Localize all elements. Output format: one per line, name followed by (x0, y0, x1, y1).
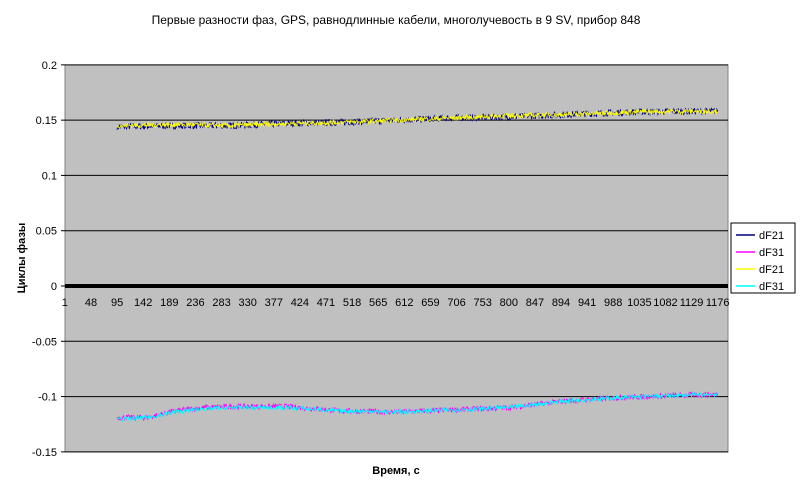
x-tick-label: 753 (473, 297, 491, 309)
x-tick-label: 941 (578, 297, 596, 309)
y-axis-label: Циклы фазы (16, 223, 28, 294)
x-tick-label: 1176 (706, 297, 730, 309)
x-tick-label: 95 (111, 297, 123, 309)
series-line-df31-3 (117, 391, 718, 422)
series-line-df21-2 (116, 108, 719, 129)
x-tick-label: 1129 (680, 297, 704, 309)
x-tick-label: 142 (134, 297, 152, 309)
x-tick-label: 847 (526, 297, 544, 309)
x-tick-label: 988 (604, 297, 622, 309)
x-tick-label: 1 (62, 297, 68, 309)
legend-label: dF21 (759, 264, 784, 276)
x-tick-label: 1082 (653, 297, 677, 309)
x-tick-label: 706 (447, 297, 465, 309)
y-tick-label: 0.1 (42, 170, 57, 182)
x-tick-label: 189 (160, 297, 178, 309)
y-tick-label: 0.2 (42, 60, 57, 72)
y-tick-label: -0.05 (32, 336, 57, 348)
x-tick-label: 48 (85, 297, 97, 309)
x-tick-label: 424 (291, 297, 309, 309)
x-tick-label: 471 (317, 297, 335, 309)
legend: dF21 dF31 dF21 dF31 (730, 222, 796, 294)
legend-label: dF31 (759, 281, 784, 293)
x-tick-label: 330 (238, 297, 256, 309)
plot-area (64, 64, 729, 453)
x-tick-label: 283 (212, 297, 230, 309)
x-tick-label: 894 (552, 297, 570, 309)
y-tick-label: 0.05 (36, 226, 57, 238)
legend-label: dF31 (759, 247, 784, 259)
x-tick-label: 236 (186, 297, 204, 309)
x-tick-label: 659 (421, 297, 439, 309)
legend-label: dF21 (759, 230, 784, 242)
x-tick-label: 377 (265, 297, 283, 309)
x-tick-label: 565 (369, 297, 387, 309)
x-tick-label: 612 (395, 297, 413, 309)
x-axis-label: Время, с (372, 465, 419, 477)
x-tick-label: 1035 (627, 297, 651, 309)
x-tick-label: 800 (500, 297, 518, 309)
y-tick-label: -0.1 (38, 392, 57, 404)
y-tick-label: 0 (51, 281, 57, 293)
x-tick-label: 518 (343, 297, 361, 309)
y-tick-label: -0.15 (32, 447, 57, 459)
chart-title: Первые разности фаз, GPS, равнодлинные к… (152, 13, 641, 27)
y-tick-label: 0.15 (36, 115, 57, 127)
